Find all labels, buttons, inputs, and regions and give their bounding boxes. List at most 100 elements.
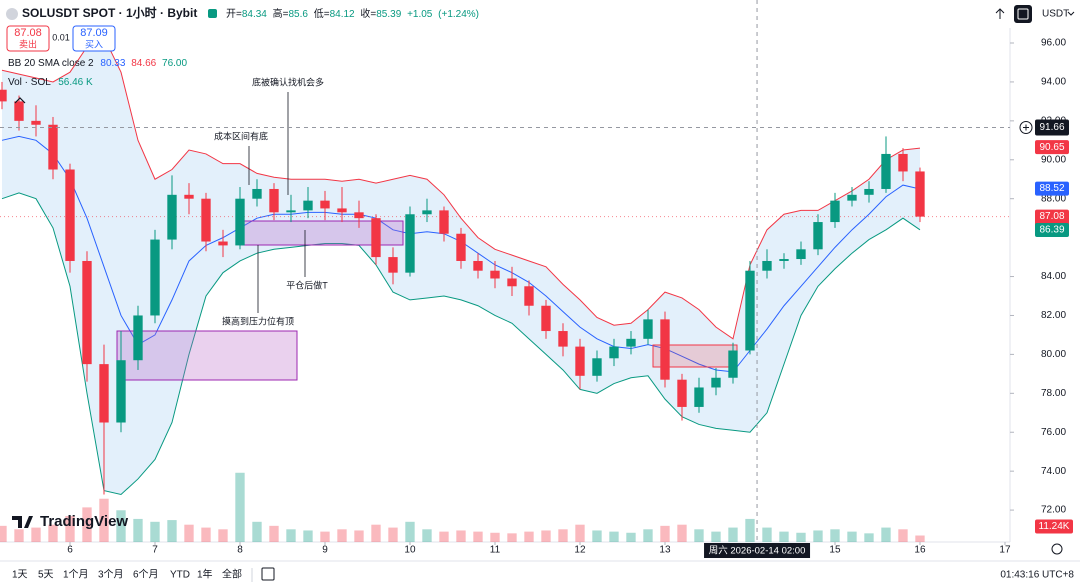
volume-bar: [643, 529, 653, 542]
range-button[interactable]: 5天: [38, 570, 54, 581]
logo-icon: [12, 516, 33, 528]
chart-title[interactable]: SOLUSDT SPOT · 1小时 · Bybit: [22, 5, 197, 20]
volume-bar: [592, 530, 602, 542]
volume-bar: [235, 472, 245, 542]
volume-bar: [609, 531, 619, 542]
candle-body: [541, 305, 551, 332]
volume-bar: [48, 524, 58, 542]
share-icon[interactable]: [995, 8, 1005, 19]
candle-body: [184, 194, 194, 199]
volume-bar: [218, 529, 228, 542]
candle-body: [201, 198, 211, 242]
candle-body: [643, 319, 653, 339]
candle-body: [14, 101, 24, 121]
change: +1.05: [407, 9, 433, 20]
price-label: 87.08: [1039, 211, 1064, 222]
vol-label: Vol · SOL: [8, 77, 51, 88]
crosshair-y-box: [1035, 119, 1069, 136]
volume-bar: [422, 529, 432, 542]
candle-body: [303, 200, 313, 211]
symbol-icon[interactable]: [6, 8, 18, 20]
range-button[interactable]: 1个月: [63, 569, 89, 581]
buy-button[interactable]: [72, 25, 116, 52]
layer: [0, 81, 925, 495]
candle-body: [473, 260, 483, 271]
volume-bar: [575, 524, 585, 542]
y-tick-label: 80.00: [1041, 349, 1066, 360]
collapse-icon[interactable]: [14, 97, 26, 104]
range-button[interactable]: 全部: [222, 568, 242, 581]
price-label: 90.65: [1039, 142, 1064, 153]
ohlc-value: 85.39: [376, 9, 401, 20]
candle-body: [269, 188, 279, 213]
candle-body: [439, 210, 449, 234]
candle-body: [864, 188, 874, 195]
volume-bar: [320, 531, 330, 542]
ohlc-label: 低=: [314, 7, 330, 20]
volume-bar: [898, 529, 908, 542]
volume-bar: [745, 518, 755, 542]
volume-bar: [184, 524, 194, 542]
candle-body: [796, 249, 806, 260]
sell-price: 87.08: [14, 27, 42, 39]
volume-bar: [405, 521, 415, 542]
volume-bar: [762, 527, 772, 542]
candle-body: [779, 259, 789, 261]
ohlc-label: 开=: [226, 9, 242, 20]
bb-label: BB 20 SMA close 2: [8, 58, 94, 69]
volume-bar: [133, 518, 143, 542]
volume-bar: [286, 529, 296, 542]
volume-bar: [252, 521, 262, 542]
volume-bar: [490, 532, 500, 542]
sell-label: 卖出: [19, 38, 37, 49]
y-tick-label: 72.00: [1041, 505, 1066, 516]
eye-icon[interactable]: [208, 9, 217, 18]
volume-label-box: [1035, 519, 1073, 534]
x-tick-label: 10: [404, 545, 416, 556]
x-tick-label: 16: [914, 545, 926, 556]
candle-body: [626, 338, 636, 347]
volume-bar: [0, 525, 7, 542]
candle-body: [65, 169, 75, 261]
ohlc-label: 收=: [360, 7, 376, 20]
y-tick-label: 96.00: [1041, 38, 1066, 49]
candle-body: [813, 222, 823, 250]
candle-body: [728, 350, 738, 378]
range-button[interactable]: 1天: [12, 570, 28, 581]
annotation: 底被确认找机会多: [252, 76, 324, 87]
range-button[interactable]: YTD: [170, 570, 190, 581]
price-label-box: [1035, 140, 1069, 155]
x-tick-label: 17: [999, 545, 1011, 556]
range-button[interactable]: 6个月: [133, 569, 159, 581]
price-label: 86.39: [1039, 225, 1064, 236]
candle-body: [456, 233, 466, 261]
range-button[interactable]: 3个月: [98, 569, 124, 581]
volume-bar: [881, 527, 891, 542]
add-alert-plus: [1023, 124, 1029, 131]
ohlc-label: 高=: [273, 7, 289, 20]
volume-bar: [677, 524, 687, 542]
candle-body: [898, 153, 908, 172]
candle-body: [252, 188, 262, 199]
candle-body: [660, 319, 670, 380]
candle-body: [0, 89, 7, 102]
candle-body: [677, 379, 687, 407]
y-tick-label: 76.00: [1041, 427, 1066, 438]
crosshair-y-label: 91.66: [1039, 122, 1064, 133]
candle-body: [711, 377, 721, 388]
volume-bar: [371, 524, 381, 542]
fullscreen-button[interactable]: [1014, 5, 1032, 23]
settings-icon[interactable]: [1051, 543, 1063, 555]
candle-body: [354, 212, 364, 219]
volume-bar: [14, 529, 24, 542]
ohlc-value: 85.6: [289, 9, 309, 20]
currency[interactable]: USDT: [1042, 9, 1069, 20]
bb-line: [1, 36, 921, 340]
range-button[interactable]: 1年: [197, 568, 213, 581]
candle-body: [830, 200, 840, 223]
x-tick-label: 8: [237, 545, 243, 556]
volume-bar: [847, 531, 857, 542]
sell-button[interactable]: [6, 25, 50, 52]
date-range-icon[interactable]: [261, 567, 275, 581]
